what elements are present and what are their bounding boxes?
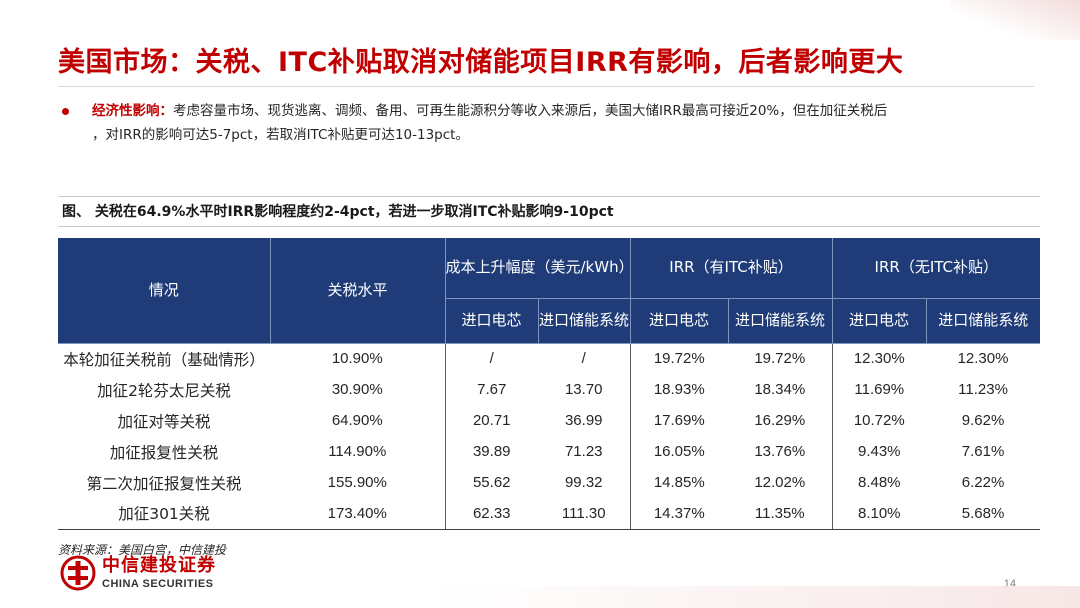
cell-irr-itc-system: 12.02% <box>728 467 833 498</box>
subheader-irr-noitc-system: 进口储能系统 <box>926 298 1041 344</box>
bullet-paragraph: 经济性影响：考虑容量市场、现货逃离、调频、备用、可再生能源积分等收入来源后，美国… <box>62 99 1037 147</box>
cell-irr-itc-cell: 18.93% <box>653 381 705 398</box>
table-row: 加征2轮芬太尼关税 30.90% 7.67 13.70 18.93% 18.34% 11.6… <box>58 374 1040 405</box>
cell-irr-itc-system: 13.76% <box>728 436 833 467</box>
subheader-irr-itc-cell: 进口电芯 <box>630 298 729 344</box>
cell-scenario: 加征对等关税 <box>117 412 211 431</box>
cell-irr-noitc-cell: 11.69% <box>854 381 905 398</box>
cell-irr-noitc-system: 7.61% <box>961 443 1005 460</box>
cell-irr-noitc-system: 6.22% <box>961 474 1005 491</box>
cell-cost-cell: 62.33 <box>445 498 538 530</box>
subheader-cost-system: 进口储能系统 <box>538 298 631 344</box>
table-row: 加征对等关税 64.90% 20.71 36.99 17.69% 16.29% 10.72%… <box>58 405 1040 436</box>
cell-irr-noitc-cell: 12.30% <box>853 350 905 368</box>
cell-irr-itc-cell: 16.05% <box>653 443 705 460</box>
header-irr-noitc-group: IRR（无ITC补贴） <box>832 238 1041 299</box>
cell-cost-system: 111.30 <box>538 498 631 530</box>
logo-name-cn: 中信建投证券 <box>102 554 216 576</box>
caption-divider-bottom <box>58 226 1040 227</box>
source-note: 资料来源：美国白宫，中信建投 <box>58 543 227 557</box>
cell-irr-itc-system: 19.72% <box>728 343 833 374</box>
subheader-irr-itc-system: 进口储能系统 <box>728 298 833 344</box>
cell-cost-system: 71.23 <box>538 436 631 467</box>
cell-cost-system: 36.99 <box>538 405 631 436</box>
header-cost-group: 成本上升幅度（美元/kWh） <box>445 238 634 299</box>
cell-tariff: 114.90% <box>270 436 446 467</box>
cell-cost-system: / <box>538 343 631 374</box>
cell-cost-system: 99.32 <box>538 467 631 498</box>
cell-irr-itc-cell: 17.69% <box>653 412 705 429</box>
subheader-cost-cell: 进口电芯 <box>445 298 539 344</box>
cell-cost-cell: 39.89 <box>472 443 511 460</box>
cell-tariff: 64.90% <box>270 405 446 436</box>
company-logo: 中信建投证券 CHINA SECURITIES <box>60 555 216 591</box>
figure-caption: 图、 关税在64.9%水平时IRR影响程度约2-4pct，若进一步取消ITC补贴… <box>62 204 614 220</box>
cell-tariff: 30.90% <box>270 374 446 405</box>
cell-irr-itc-cell: 14.37% <box>630 498 728 530</box>
cell-cost-cell: 7.67 <box>477 381 507 398</box>
cell-irr-itc-system: 11.35% <box>728 498 833 530</box>
cell-irr-noitc-system: 9.62% <box>961 412 1005 429</box>
cell-irr-noitc-cell: 9.43% <box>857 443 901 460</box>
bullet-label: 经济性影响： <box>92 103 173 119</box>
cell-tariff: 10.90% <box>270 343 446 374</box>
bullet-text-2: ，对IRR的影响可达5-7pct，若取消ITC补贴更可达10-13pct。 <box>92 127 469 143</box>
logo-name-en: CHINA SECURITIES <box>102 577 214 590</box>
bullet-text-1: 考虑容量市场、现货逃离、调频、备用、可再生能源积分等收入来源后，美国大储IRR最… <box>173 103 888 119</box>
footer-decoration <box>0 586 1080 608</box>
corner-decoration <box>950 0 1080 40</box>
cell-irr-noitc-system: 12.30% <box>957 350 1009 368</box>
table-header-row-1: 情况 关税水平 成本上升幅度（美元/kWh） IRR（有ITC补贴） IRR（无… <box>58 238 1041 344</box>
header-scenario: 情况 <box>58 238 271 344</box>
cell-scenario: 本轮加征关税前（基础情形） <box>63 350 265 369</box>
irr-impact-table: 情况 关税水平 成本上升幅度（美元/kWh） IRR（有ITC补贴） IRR（无… <box>58 238 1041 530</box>
cell-cost-cell: 20.71 <box>472 412 511 429</box>
cell-scenario: 第二次加征报复性关税 <box>86 474 242 493</box>
title-divider <box>58 86 1034 87</box>
slide-title: 美国市场：关税、ITC补贴取消对储能项目IRR有影响，后者影响更大 <box>58 47 904 78</box>
bullet-line-1: 经济性影响：考虑容量市场、现货逃离、调频、备用、可再生能源积分等收入来源后，美国… <box>62 99 1037 123</box>
cell-irr-noitc-cell: 8.48% <box>857 474 901 491</box>
cell-irr-noitc-system: 5.68% <box>926 498 1041 530</box>
subheader-irr-noitc-cell: 进口电芯 <box>832 298 927 344</box>
cell-irr-itc-system: 16.29% <box>728 405 833 436</box>
cell-cost-cell: 55.62 <box>472 474 511 491</box>
header-tariff: 关税水平 <box>270 238 446 344</box>
table-header-row-2: 进口电芯 进口储能系统 进口电芯 进口储能系统 进口电芯 进口储能系统 <box>58 298 1041 344</box>
table-row: 加征301关税 173.40% 62.33 111.30 14.37% 11.35% 8.1… <box>58 498 1041 530</box>
caption-divider-top <box>58 196 1040 197</box>
table-row: 加征报复性关税 114.90% 39.89 71.23 16.05% 13.76% 9.43… <box>58 436 1040 467</box>
cell-scenario: 加征2轮芬太尼关税 <box>97 381 231 400</box>
cell-scenario: 加征报复性关税 <box>109 443 219 462</box>
table-row: 本轮加征关税前（基础情形） 10.90% / / 19.72% 19.72% 12.30% 1… <box>58 343 1040 374</box>
cell-tariff: 155.90% <box>270 467 446 498</box>
cell-tariff: 173.40% <box>270 498 446 530</box>
cell-scenario: 加征301关税 <box>58 498 270 530</box>
cell-irr-noitc-cell: 10.72% <box>853 412 905 429</box>
cell-cost-cell: / <box>489 350 494 368</box>
cell-irr-itc-cell: 19.72% <box>653 350 705 368</box>
cell-cost-system: 13.70 <box>538 374 631 405</box>
table-row: 第二次加征报复性关税 155.90% 55.62 99.32 14.85% 12.02% 8… <box>58 467 1040 498</box>
cell-irr-itc-system: 18.34% <box>728 374 833 405</box>
cell-irr-itc-cell: 14.85% <box>653 474 705 491</box>
header-irr-itc-group: IRR（有ITC补贴） <box>630 238 833 299</box>
cell-irr-noitc-cell: 8.10% <box>832 498 927 530</box>
bullet-dot-icon <box>62 108 69 115</box>
cell-irr-noitc-system: 11.23% <box>958 381 1008 398</box>
